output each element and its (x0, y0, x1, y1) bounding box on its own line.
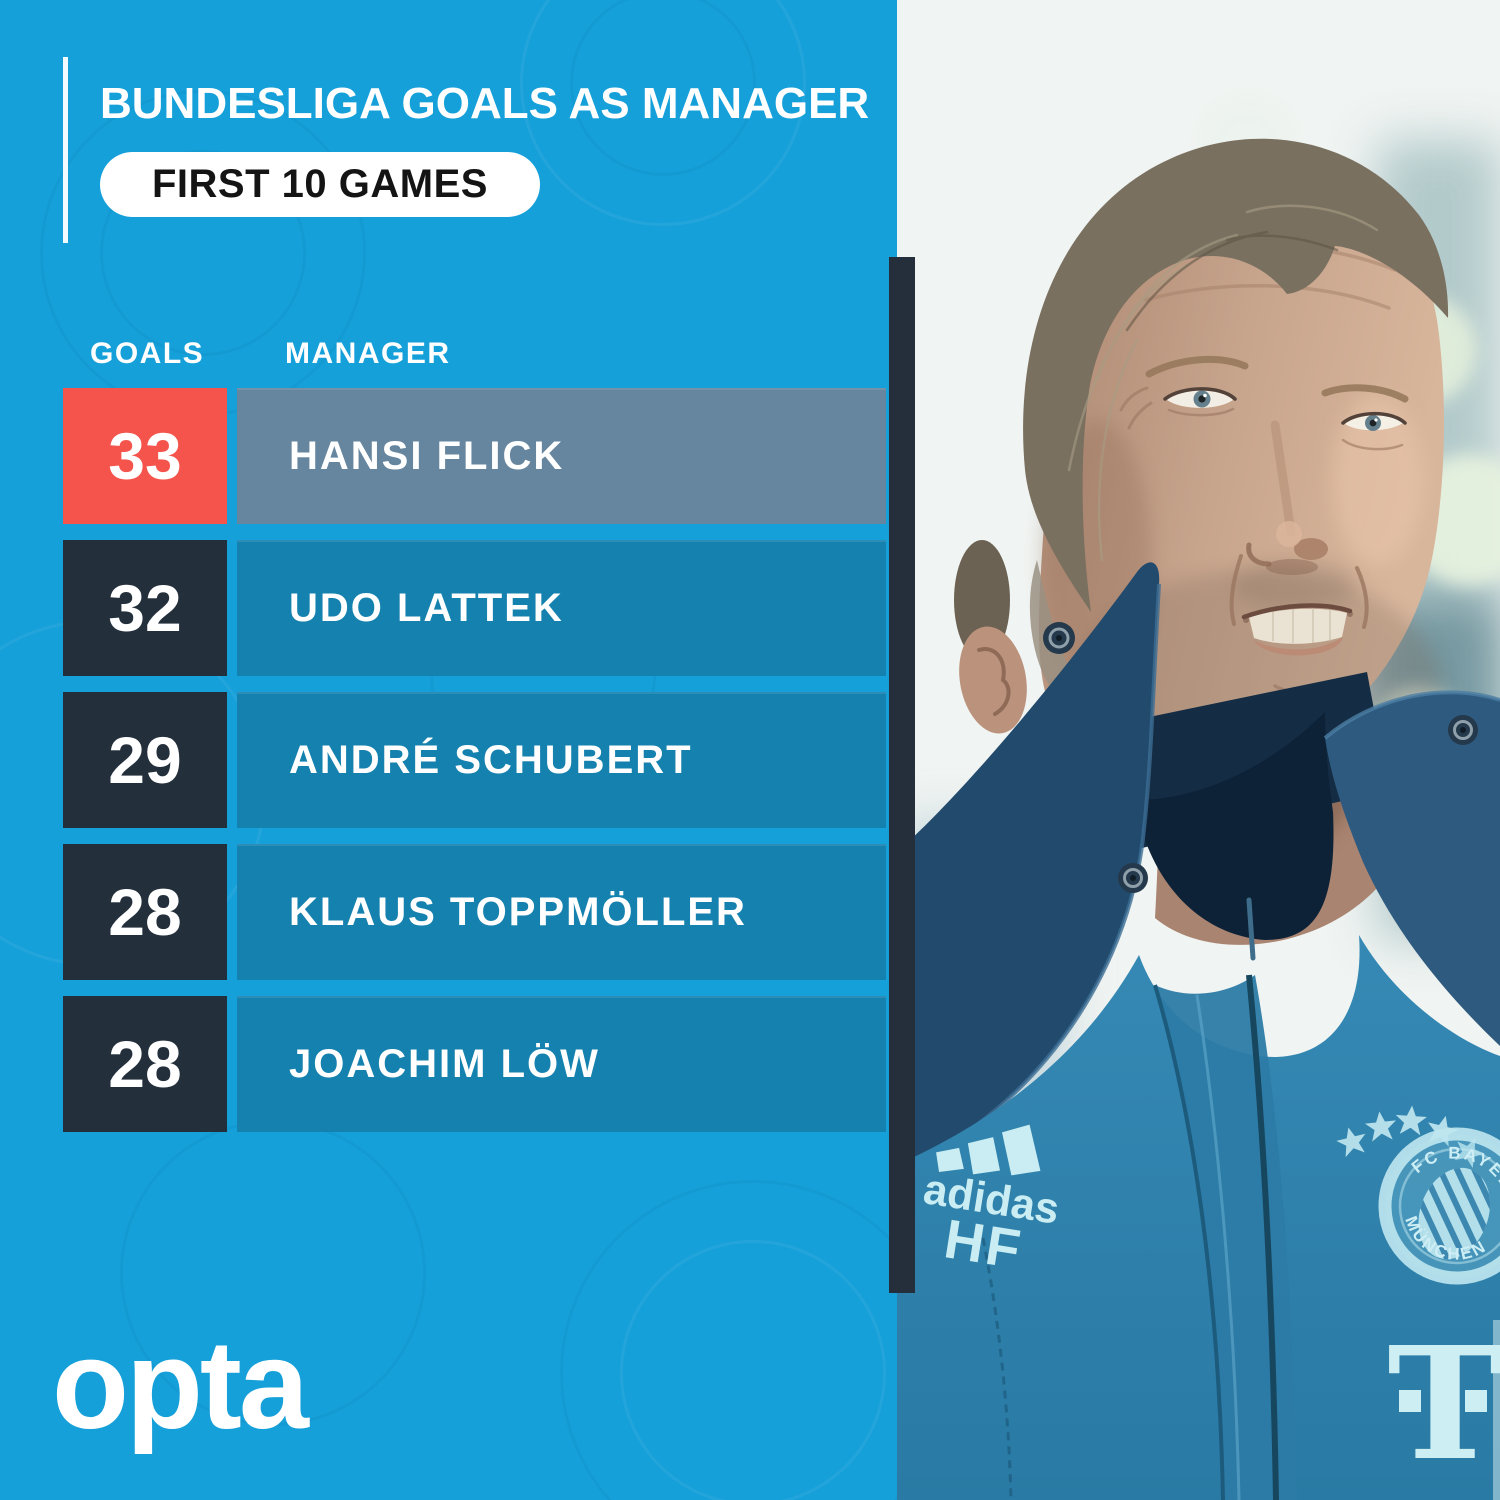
jacket-seam (981, 1237, 1013, 1500)
collar-left-wing (897, 562, 1160, 1168)
table-row: 28 JOACHIM LÖW (63, 996, 886, 1132)
title-accent-line (63, 57, 68, 243)
collar-right-wing (1325, 692, 1500, 1046)
manager-name: UDO LATTEK (237, 540, 886, 676)
telekom-logo: T (1387, 1312, 1500, 1495)
telekom-square-left (1399, 1390, 1421, 1412)
collar-inner-shadow (1135, 712, 1334, 940)
goals-value: 32 (63, 540, 227, 676)
telekom-square-right (1465, 1390, 1487, 1412)
left-eye (1163, 387, 1237, 417)
goals-value: 28 (63, 844, 227, 980)
opta-logo: opta (52, 1314, 309, 1455)
table-row: 32 UDO LATTEK (63, 540, 886, 676)
smile-folds (1229, 554, 1369, 629)
eyebrows (1145, 356, 1409, 403)
manager-name: HANSI FLICK (237, 388, 886, 524)
manager-name: ANDRÉ SCHUBERT (237, 692, 886, 828)
photo-edge-light (1493, 1320, 1500, 1500)
goals-value: 29 (63, 692, 227, 828)
hair-streaks (1067, 204, 1379, 562)
manager-initials: HF (940, 1207, 1026, 1280)
nose-tip (1276, 521, 1302, 547)
separator-bar (889, 257, 915, 1293)
table-row: 28 KLAUS TOPPMÖLLER (63, 844, 886, 980)
zipper-top (1246, 897, 1256, 961)
table-row: 33 HANSI FLICK (63, 388, 886, 524)
nostril-right (1294, 538, 1328, 560)
crows-feet (1119, 386, 1153, 430)
bayern-crest-icon: FC BAYERN MÜNCHEN (1378, 1127, 1500, 1285)
cheek-highlight (1332, 395, 1422, 565)
hair (1023, 138, 1449, 613)
column-header-manager: MANAGER (285, 337, 451, 370)
jacket (897, 935, 1500, 1500)
sideburn (1029, 560, 1083, 702)
mouth (1241, 603, 1353, 656)
placket-edge (1153, 984, 1225, 1500)
pattern-ring (620, 1240, 886, 1500)
column-header-goals: GOALS (90, 337, 205, 370)
hair-streaks-dark (1125, 230, 1339, 332)
photo-hansi-flick: adidas HF FC BAYERN (897, 0, 1500, 1500)
goals-value: 33 (63, 388, 227, 524)
adidas-stripes-icon (936, 1124, 1041, 1176)
manager-name: JOACHIM LÖW (237, 996, 886, 1132)
manager-name: KLAUS TOPPMÖLLER (237, 844, 886, 980)
leaderboard: 33 HANSI FLICK 32 UDO LATTEK 29 ANDRÉ SC… (63, 388, 886, 1148)
telekom-letter: T (1387, 1312, 1500, 1495)
nostril-left (1246, 542, 1272, 567)
right-eye (1341, 411, 1407, 451)
nose-shadow (1266, 559, 1318, 575)
goals-value: 28 (63, 996, 227, 1132)
zipper (1246, 974, 1279, 1500)
snap-buttons (1043, 622, 1478, 893)
placket-highlight (1195, 994, 1241, 1500)
subtitle-badge: FIRST 10 GAMES (100, 152, 540, 217)
subtitle-badge-label: FIRST 10 GAMES (152, 162, 488, 206)
table-row: 29 ANDRÉ SCHUBERT (63, 692, 886, 828)
ear (959, 626, 1027, 734)
collar-right-edge (1323, 690, 1500, 740)
ear-inner (977, 647, 1011, 716)
crest-stripes (1409, 1157, 1500, 1270)
page-title: BUNDESLIGA GOALS AS MANAGER (100, 79, 870, 128)
stubble-lip (1233, 561, 1357, 609)
